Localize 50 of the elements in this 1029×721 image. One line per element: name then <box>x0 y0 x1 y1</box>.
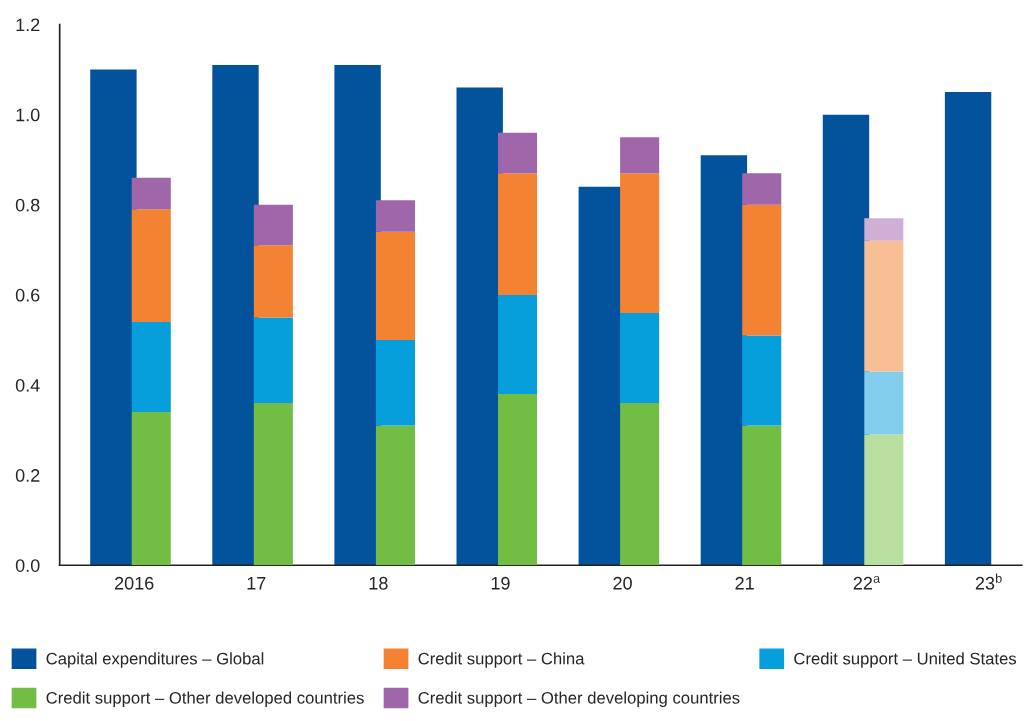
legend-label: Credit support – China <box>418 652 585 668</box>
y-tick-label: 0.8 <box>15 198 40 212</box>
legend-label: Credit support – Other developing countries <box>418 691 740 708</box>
bar <box>212 65 259 566</box>
bar <box>620 137 660 174</box>
bar <box>131 321 171 413</box>
bar <box>131 177 171 210</box>
bar <box>375 231 415 340</box>
legend-label: Credit support – United States <box>794 652 1017 668</box>
bar <box>498 294 538 395</box>
bar <box>742 204 782 336</box>
x-tick-label: 2016 <box>114 576 154 590</box>
x-tick-label: 20 <box>613 576 632 590</box>
x-tick-label: 21 <box>735 576 754 590</box>
bar <box>864 218 904 241</box>
bar <box>822 114 870 566</box>
bar <box>253 245 293 318</box>
bar <box>742 173 782 205</box>
x-tick-label: 22$^{a}$ <box>853 575 881 590</box>
y-tick-label: 0.0 <box>15 559 40 572</box>
bar <box>742 335 782 426</box>
x-tick-label: 18 <box>369 576 388 590</box>
bar <box>131 209 171 322</box>
y-tick-label: 1.0 <box>16 108 40 122</box>
bar <box>90 69 137 566</box>
bar <box>456 87 503 566</box>
y-tick-label: 1.2 <box>16 18 40 32</box>
y-tick-label: 0.4 <box>15 378 40 392</box>
x-tick-label: 23$^{b}$ <box>975 573 1002 590</box>
bar <box>375 425 415 566</box>
y-tick-label: 0.6 <box>15 288 40 302</box>
bar <box>864 434 904 566</box>
legend-label: Capital expenditures – Global <box>46 652 264 668</box>
bar <box>253 317 293 404</box>
bar <box>864 371 904 435</box>
bar <box>253 403 293 566</box>
bar <box>498 173 538 295</box>
x-tick-label: 17 <box>247 577 266 590</box>
bar <box>498 132 538 174</box>
bar <box>944 92 992 566</box>
bar <box>620 312 660 404</box>
x-tick-label: 19 <box>491 576 510 590</box>
bar <box>334 65 381 566</box>
bar <box>864 240 904 372</box>
bar <box>375 339 415 426</box>
bar <box>375 200 415 232</box>
legend-label: Credit support – Other developed countries <box>46 691 364 708</box>
y-tick-label: 0.2 <box>15 469 40 482</box>
bar <box>253 204 293 246</box>
bar <box>131 412 171 566</box>
